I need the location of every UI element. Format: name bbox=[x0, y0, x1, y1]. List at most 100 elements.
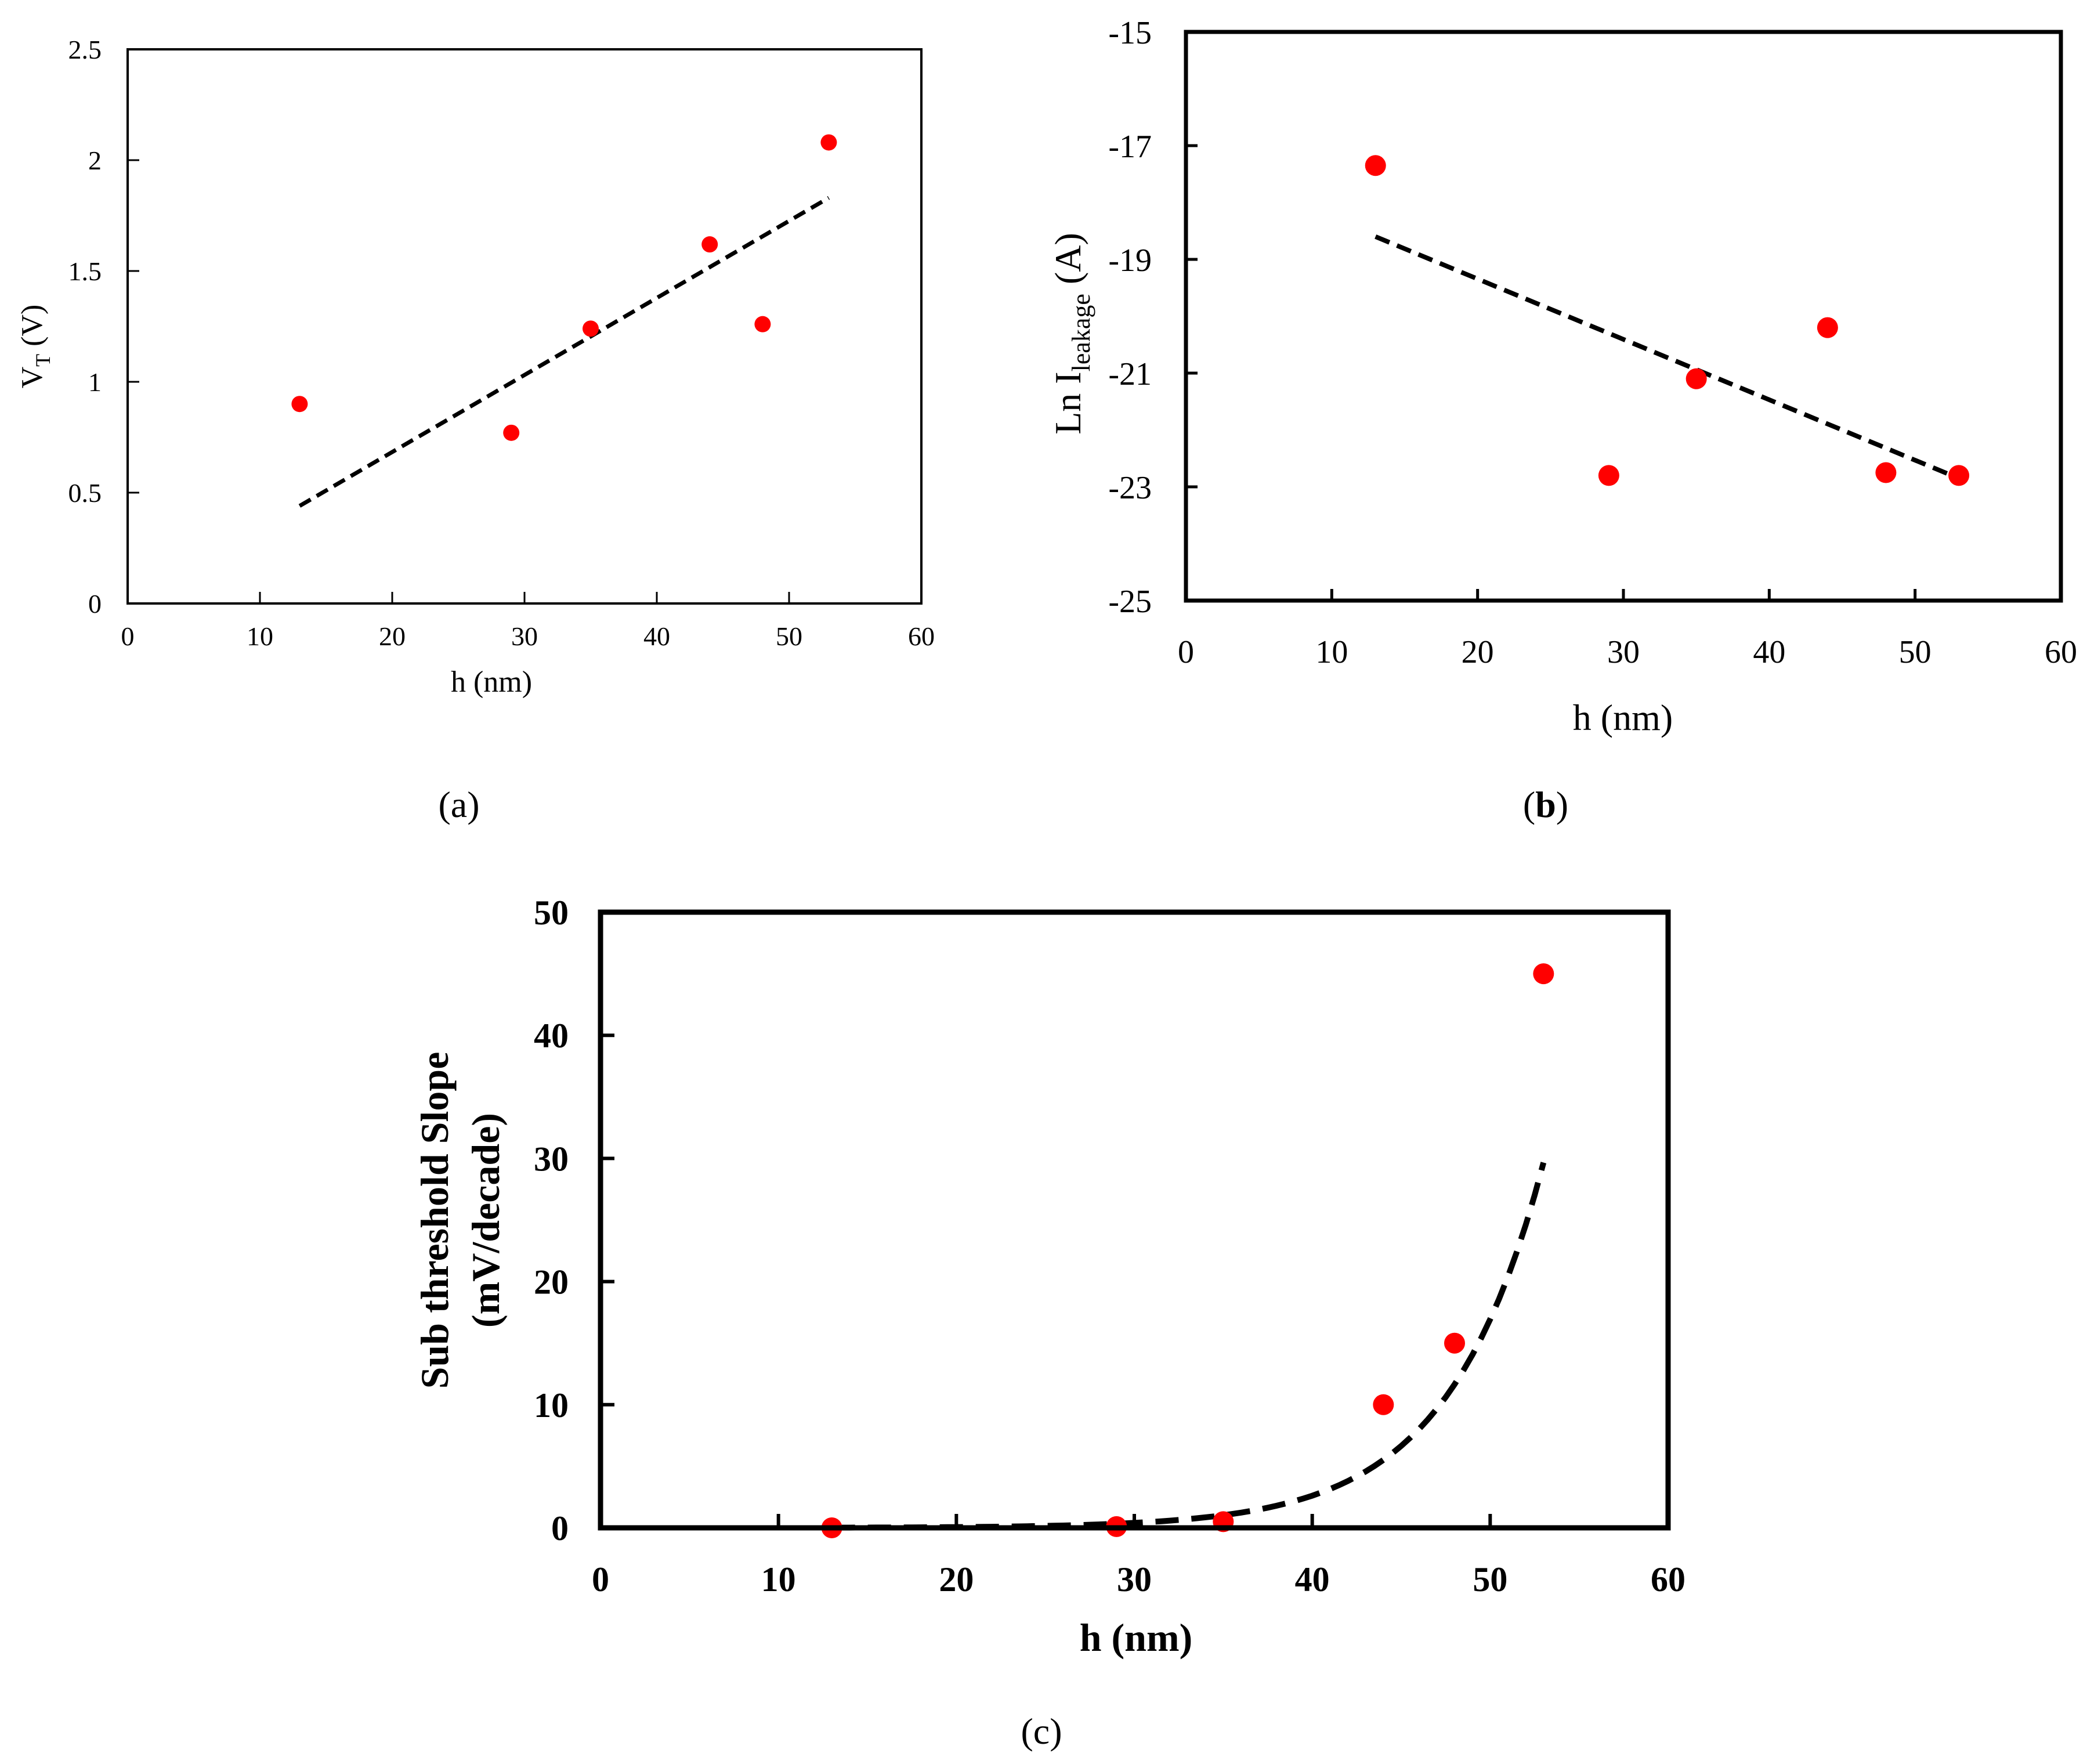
chart-b-x-tick-label: 0 bbox=[1178, 634, 1194, 670]
chart-a-y-label: VT (V) bbox=[16, 305, 55, 389]
chart-a-y-tick-label: 0 bbox=[88, 589, 102, 619]
chart-b-y-label-sub: leakage bbox=[1067, 294, 1095, 371]
chart-b-x-tick-label: 60 bbox=[2045, 634, 2077, 670]
chart-b-x-tick-label: 40 bbox=[1753, 634, 1785, 670]
chart-c-x-tick-label: 50 bbox=[1473, 1560, 1507, 1599]
chart-a-x-tick-label: 20 bbox=[379, 621, 406, 651]
chart-a-data-point bbox=[820, 134, 837, 151]
chart-a-x-tick-label: 50 bbox=[776, 621, 802, 651]
chart-a-x-tick-label: 60 bbox=[908, 621, 935, 651]
chart-b-y-tick-label: -19 bbox=[1108, 243, 1152, 279]
chart-c-data-point bbox=[1373, 1394, 1394, 1415]
chart-b-data-point bbox=[1817, 317, 1838, 338]
chart-a-panel-letter: a bbox=[451, 784, 467, 825]
chart-c: 0 10 20 30 40 50 60 0 10 20 30 40 50 h (nm) Sub thr… bbox=[413, 894, 1685, 1752]
chart-a-data-point bbox=[754, 316, 771, 332]
chart-b-y-label: Ln Ileakage (A) bbox=[1047, 233, 1095, 435]
chart-a-x-tick-label: 10 bbox=[247, 621, 273, 651]
chart-b-points bbox=[1365, 155, 1970, 486]
chart-a-fit-line bbox=[298, 196, 830, 508]
chart-c-y-ticks: 0 10 20 30 40 50 bbox=[534, 894, 614, 1548]
chart-a-x-label: h (nm) bbox=[451, 666, 532, 699]
chart-b-x-tick-label: 10 bbox=[1315, 634, 1348, 670]
chart-a-y-label-rest: (V) bbox=[16, 305, 49, 354]
chart-c-panel-label: (c) bbox=[1021, 1711, 1062, 1752]
chart-c-panel-letter: c bbox=[1033, 1711, 1050, 1752]
chart-b-panel-label: (b) bbox=[1523, 784, 1568, 825]
chart-a: 0 10 20 30 40 50 60 0 0.5 1 1.5 2 2.5 h (nm) VT (V)… bbox=[16, 35, 935, 825]
chart-c-x-tick-label: 20 bbox=[939, 1560, 974, 1599]
chart-b-x-label: h (nm) bbox=[1573, 697, 1673, 738]
chart-b-panel-letter: b bbox=[1535, 784, 1556, 825]
chart-c-x-tick-label: 40 bbox=[1295, 1560, 1330, 1599]
chart-c-x-label: h (nm) bbox=[1080, 1615, 1193, 1660]
chart-c-points bbox=[821, 963, 1554, 1538]
chart-a-y-label-sub: T bbox=[31, 354, 55, 367]
chart-a-panel-label: (a) bbox=[438, 784, 479, 825]
chart-a-y-label-main: V bbox=[16, 367, 49, 389]
chart-a-data-point bbox=[701, 236, 718, 253]
chart-a-plot-frame bbox=[126, 48, 923, 605]
chart-b-y-label-main: Ln I bbox=[1047, 371, 1088, 434]
chart-b-fit bbox=[1375, 234, 1960, 480]
chart-c-y-tick-label: 50 bbox=[534, 894, 569, 932]
chart-a-y-tick-label: 1 bbox=[88, 367, 102, 397]
chart-c-data-point bbox=[1444, 1332, 1465, 1354]
chart-a-x-tick-label: 30 bbox=[511, 621, 538, 651]
chart-b-plot-frame bbox=[1184, 30, 2063, 603]
chart-b-y-tick-label: -25 bbox=[1108, 584, 1152, 620]
chart-b-x-tick-label: 30 bbox=[1607, 634, 1640, 670]
chart-a-data-point bbox=[503, 424, 520, 441]
chart-b-panel-open: ( bbox=[1523, 784, 1535, 825]
chart-a-panel-open: ( bbox=[438, 784, 450, 825]
chart-b-data-point bbox=[1365, 155, 1386, 176]
chart-c-x-tick-label: 10 bbox=[761, 1560, 796, 1599]
chart-a-y-tick-label: 2.5 bbox=[68, 35, 102, 64]
chart-c-panel-open: ( bbox=[1021, 1711, 1033, 1752]
chart-c-panel-close: ) bbox=[1050, 1711, 1062, 1752]
chart-b-y-tick-label: -21 bbox=[1108, 356, 1152, 392]
chart-b-x-tick-label: 20 bbox=[1462, 634, 1494, 670]
chart-c-y-label-line2: (mV/decade) bbox=[464, 1113, 508, 1328]
chart-b-x-ticks: 0 10 20 30 40 50 60 bbox=[1178, 589, 2077, 670]
chart-c-x-ticks: 0 10 20 30 40 50 60 bbox=[592, 1514, 1685, 1599]
chart-c-fit bbox=[831, 1162, 1547, 1531]
chart-a-data-point bbox=[583, 320, 599, 337]
chart-b-x-tick-label: 50 bbox=[1899, 634, 1932, 670]
chart-b: 0 10 20 30 40 50 60 -25-23-21-19-17-15 h (nm) … bbox=[1047, 15, 2077, 825]
chart-c-x-tick-label: 30 bbox=[1117, 1560, 1152, 1599]
chart-c-y-tick-label: 30 bbox=[534, 1140, 569, 1178]
chart-b-y-tick-label: -23 bbox=[1108, 470, 1152, 506]
chart-b-y-tick-label: -17 bbox=[1108, 129, 1152, 165]
chart-a-x-tick-label: 40 bbox=[643, 621, 670, 651]
chart-c-y-tick-label: 20 bbox=[534, 1263, 569, 1302]
chart-b-y-label-rest: (A) bbox=[1047, 233, 1088, 294]
chart-c-y-tick-label: 0 bbox=[551, 1509, 569, 1548]
chart-c-fit-line bbox=[831, 1162, 1547, 1531]
chart-a-data-point bbox=[291, 396, 308, 413]
chart-c-x-tick-label: 0 bbox=[592, 1560, 609, 1599]
chart-c-y-tick-label: 40 bbox=[534, 1017, 569, 1055]
chart-b-data-point bbox=[1948, 465, 1970, 486]
chart-a-y-tick-label: 1.5 bbox=[68, 256, 102, 286]
chart-a-panel-close: ) bbox=[467, 784, 479, 825]
chart-b-y-tick-label: -15 bbox=[1108, 15, 1152, 51]
chart-b-data-point bbox=[1598, 465, 1619, 486]
chart-a-points bbox=[291, 134, 837, 441]
chart-c-plot-frame bbox=[598, 909, 1671, 1531]
chart-a-x-ticks: 0 10 20 30 40 50 60 bbox=[121, 592, 935, 651]
chart-a-y-ticks: 0 0.5 1 1.5 2 2.5 bbox=[68, 35, 139, 619]
chart-b-panel-close: ) bbox=[1556, 784, 1568, 825]
chart-b-fit-line bbox=[1375, 234, 1960, 480]
chart-c-x-tick-label: 60 bbox=[1651, 1560, 1685, 1599]
chart-a-y-tick-label: 0.5 bbox=[68, 478, 102, 508]
chart-c-y-tick-label: 10 bbox=[534, 1386, 569, 1425]
chart-b-data-point bbox=[1875, 462, 1897, 483]
chart-a-y-tick-label: 2 bbox=[88, 146, 102, 175]
chart-a-x-tick-label: 0 bbox=[121, 621, 135, 651]
chart-a-fit bbox=[298, 196, 830, 508]
chart-c-data-point bbox=[1533, 963, 1554, 985]
chart-b-data-point bbox=[1685, 368, 1707, 389]
chart-c-y-label-line1: Sub threshold Slope bbox=[413, 1052, 457, 1389]
